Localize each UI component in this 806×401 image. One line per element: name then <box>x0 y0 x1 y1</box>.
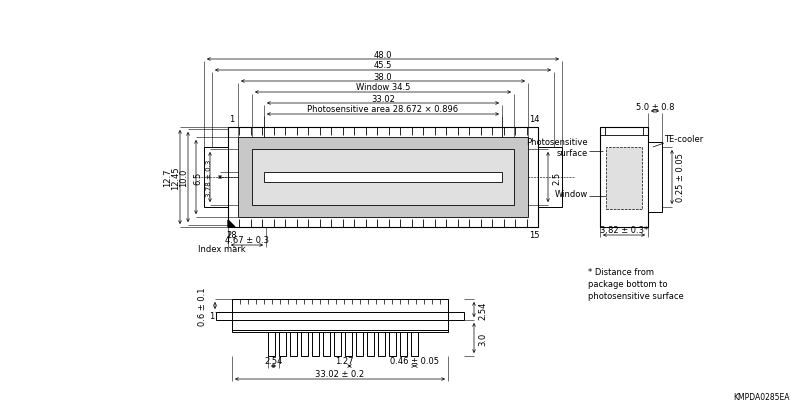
Text: Window: Window <box>555 190 588 199</box>
Text: 4.67 ± 0.3: 4.67 ± 0.3 <box>225 236 269 245</box>
Bar <box>232 320 448 330</box>
Bar <box>301 330 308 356</box>
Text: 45.5: 45.5 <box>374 61 393 70</box>
Text: 0.6 ± 0.1: 0.6 ± 0.1 <box>198 287 207 325</box>
Text: 3.78 ± 0.3: 3.78 ± 0.3 <box>206 159 212 196</box>
Text: Index mark: Index mark <box>198 245 246 254</box>
Text: 28: 28 <box>226 231 237 240</box>
Polygon shape <box>228 221 235 227</box>
Bar <box>345 330 352 356</box>
Text: Photosensitive
surface: Photosensitive surface <box>526 138 588 158</box>
Bar <box>323 330 330 356</box>
Bar <box>232 299 448 312</box>
Text: 12.7: 12.7 <box>163 168 172 187</box>
Text: 2.5: 2.5 <box>552 171 561 184</box>
Text: 1.27: 1.27 <box>335 356 354 366</box>
Bar <box>268 330 275 356</box>
Bar <box>312 330 319 356</box>
Bar <box>232 330 448 332</box>
Bar <box>600 128 648 227</box>
Bar <box>367 330 374 356</box>
Text: 3.0: 3.0 <box>478 332 487 345</box>
Text: TE-cooler: TE-cooler <box>664 135 704 144</box>
Text: KMPDA0285EA: KMPDA0285EA <box>733 393 790 401</box>
Text: 14: 14 <box>529 115 539 124</box>
Bar <box>264 172 502 182</box>
Bar <box>204 148 228 207</box>
Bar <box>606 148 642 209</box>
Text: Window 34.5: Window 34.5 <box>355 83 410 92</box>
Text: 5.0 ± 0.8: 5.0 ± 0.8 <box>636 102 675 111</box>
Bar <box>411 330 418 356</box>
Bar <box>389 330 396 356</box>
Text: 6.5: 6.5 <box>193 171 202 184</box>
Bar <box>448 312 464 320</box>
Text: 2.54: 2.54 <box>264 356 283 366</box>
Text: 33.02: 33.02 <box>371 94 395 103</box>
Text: 15: 15 <box>529 231 539 240</box>
Text: 1: 1 <box>230 115 235 124</box>
Text: 38.0: 38.0 <box>374 72 393 81</box>
Bar <box>290 330 297 356</box>
Bar <box>400 330 407 356</box>
Text: 33.02 ± 0.2: 33.02 ± 0.2 <box>315 370 364 379</box>
Text: * Distance from
package bottom to
photosensitive surface: * Distance from package bottom to photos… <box>588 267 683 300</box>
Bar <box>378 330 385 356</box>
Text: 2.54: 2.54 <box>478 301 487 319</box>
Bar <box>238 138 528 217</box>
Bar <box>538 148 562 207</box>
Text: 0.25 ± 0.05: 0.25 ± 0.05 <box>676 153 685 202</box>
Text: 1: 1 <box>210 312 214 321</box>
Bar <box>648 143 662 213</box>
Text: Photosensitive area 28.672 × 0.896: Photosensitive area 28.672 × 0.896 <box>307 105 459 114</box>
Bar <box>228 128 538 227</box>
Text: 10.0: 10.0 <box>179 168 188 187</box>
Text: 0.46 ± 0.05: 0.46 ± 0.05 <box>390 356 439 366</box>
Text: 3.82 ± 0.3*: 3.82 ± 0.3* <box>600 226 648 235</box>
Bar <box>252 150 514 205</box>
Bar <box>216 312 232 320</box>
Bar <box>279 330 286 356</box>
Text: 12.45: 12.45 <box>171 166 180 189</box>
Bar <box>334 330 341 356</box>
Bar <box>356 330 363 356</box>
Text: 48.0: 48.0 <box>374 51 393 59</box>
